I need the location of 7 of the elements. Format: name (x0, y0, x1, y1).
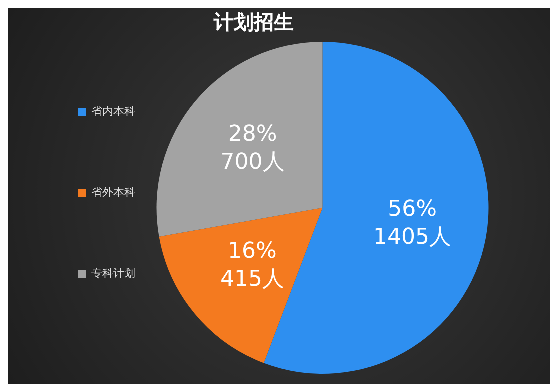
data-label: 56% 1405人 (374, 197, 452, 250)
legend-label: 省外本科 (92, 186, 136, 199)
chart-title: 计划招生 (213, 10, 294, 34)
data-label: 16% 415人 (220, 238, 284, 292)
legend-label: 省内本科 (92, 104, 136, 118)
data-label: 28% 700人 (220, 122, 285, 176)
legend-label: 专科计划 (92, 266, 136, 280)
